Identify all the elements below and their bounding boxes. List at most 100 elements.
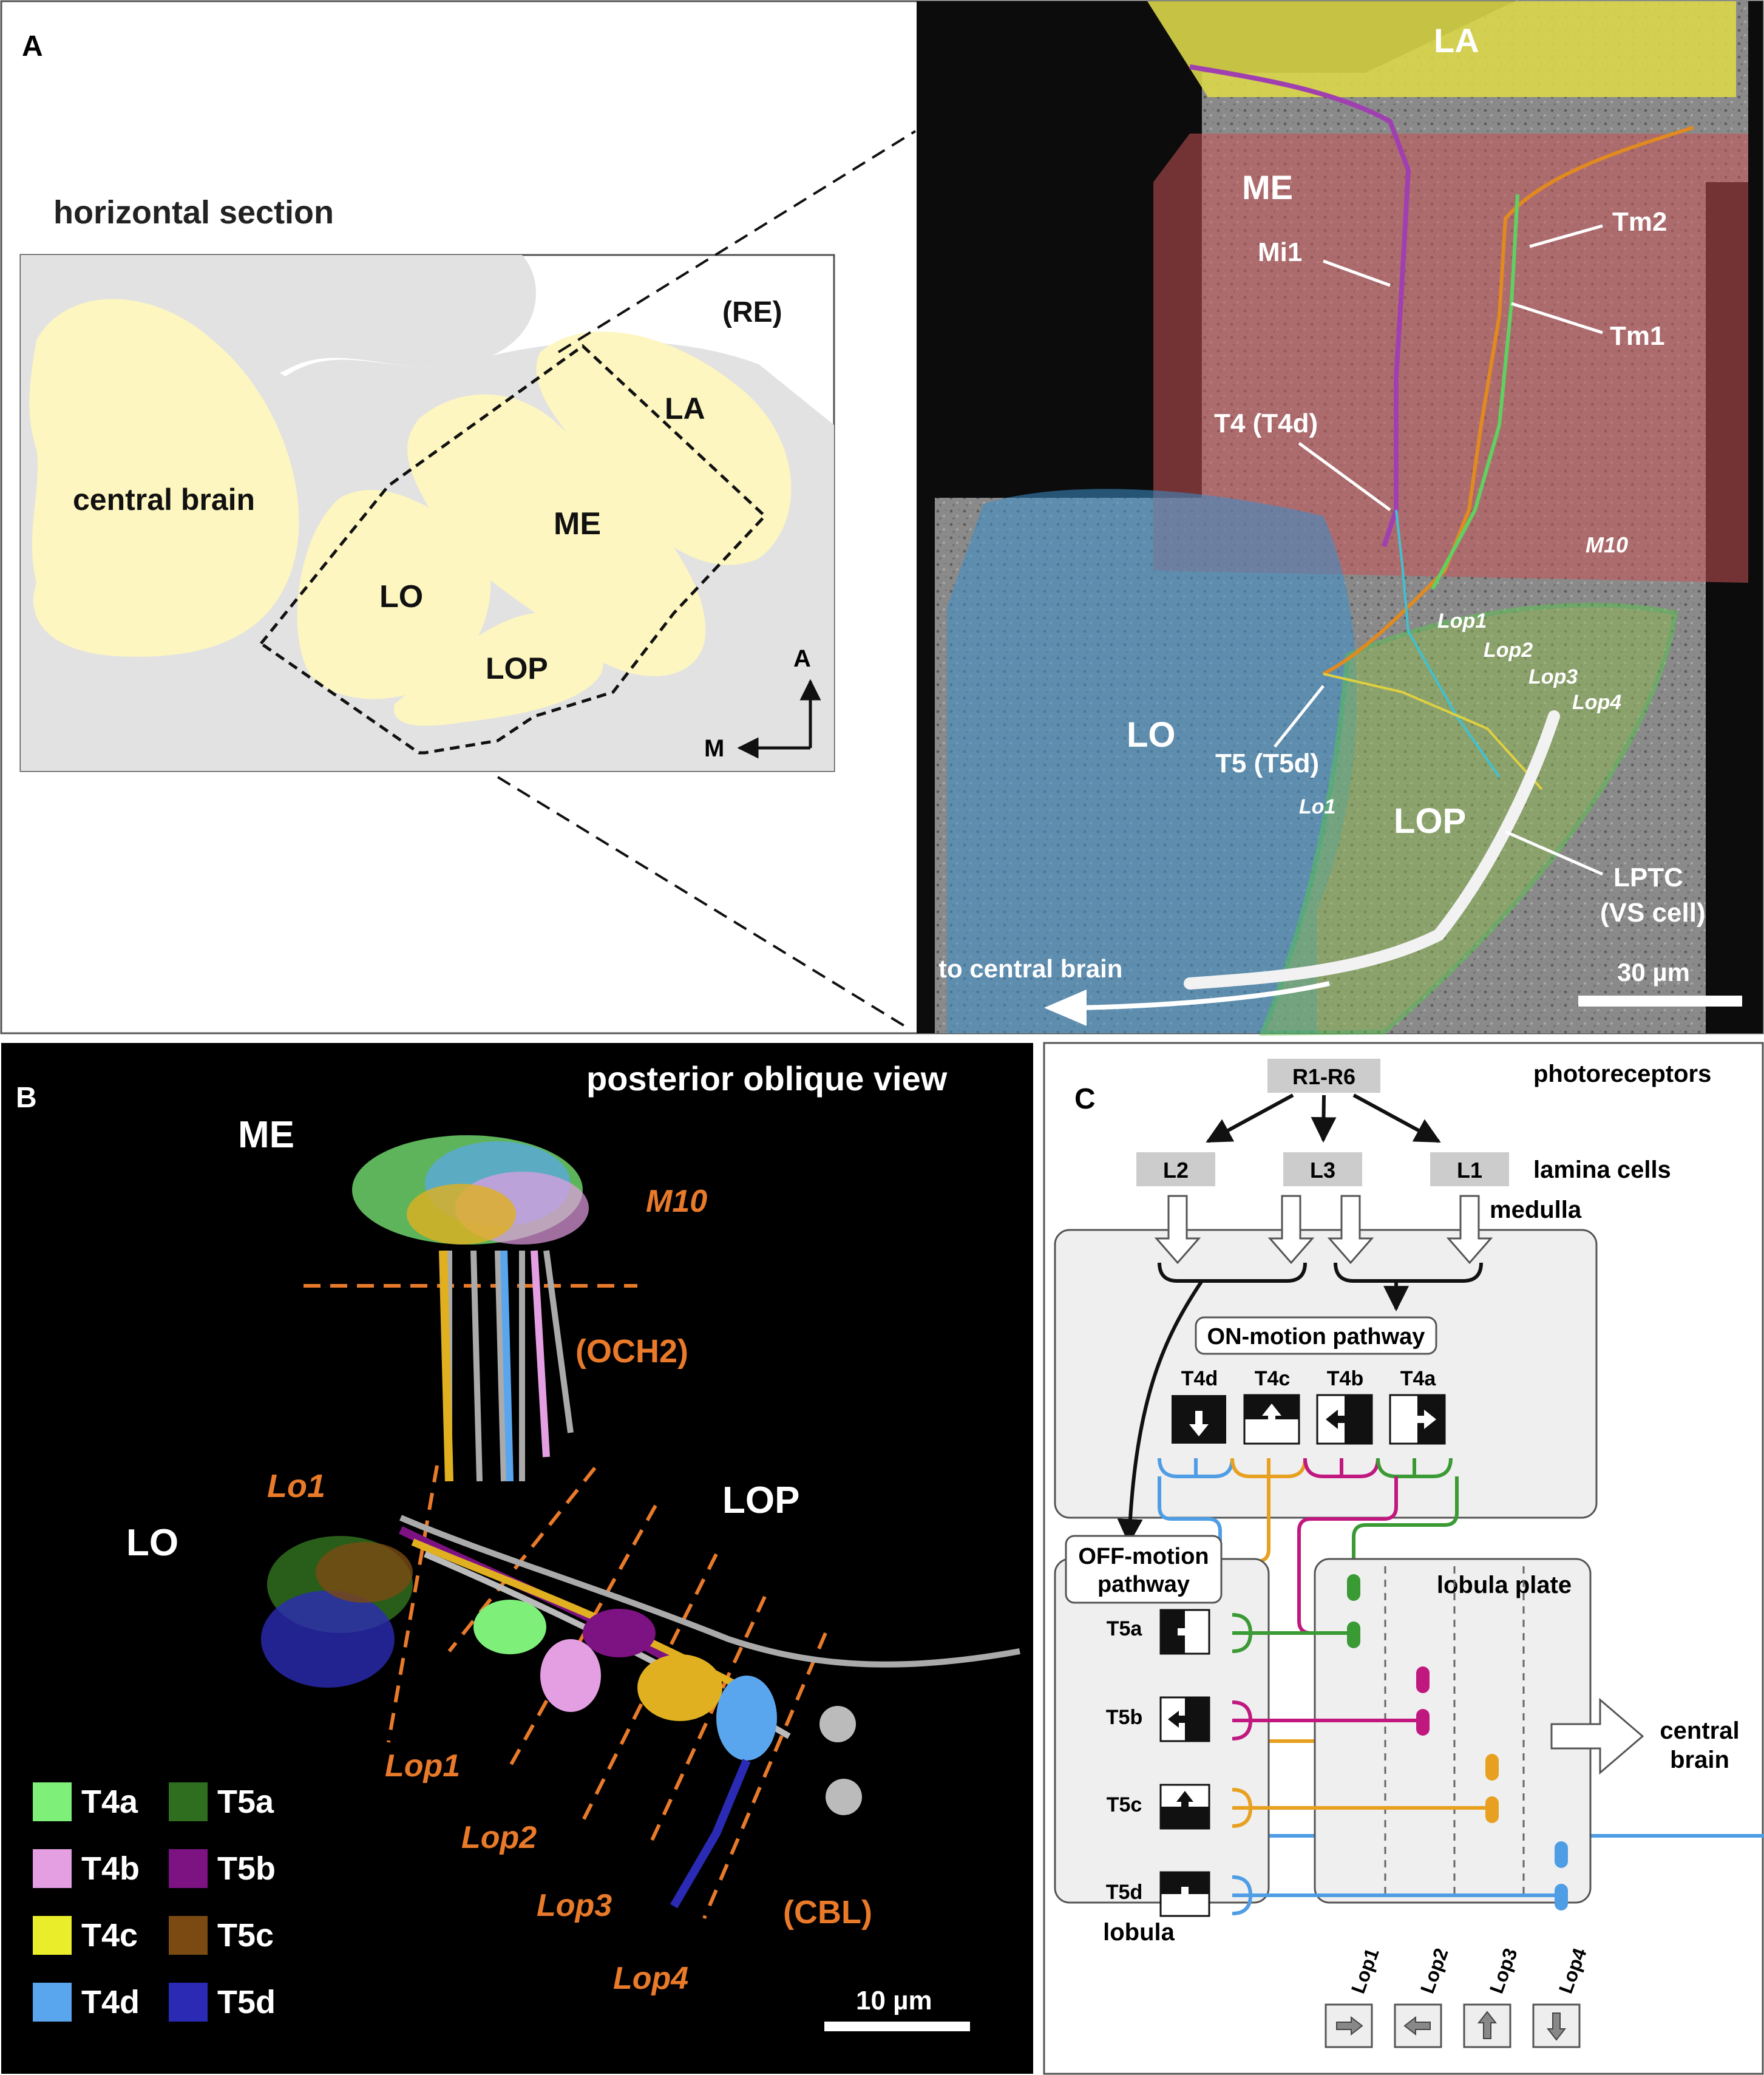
b-cbl-label: (CBL) [783, 1894, 872, 1931]
em-lo-label: LO [1127, 715, 1176, 755]
on-pathway-box [1195, 1316, 1437, 1355]
central-label: central [1660, 1717, 1739, 1744]
photoreceptors-label: photoreceptors [1533, 1061, 1711, 1087]
legend: T4a T5a T4b T5b T4c T5c T4d T5d [33, 1782, 276, 2022]
legend-swatch [169, 1916, 208, 1955]
panel-a: A horizontal section central brain (RE) … [0, 0, 1764, 1036]
zoom-line [497, 776, 912, 1031]
lptc-pointer [1504, 830, 1604, 876]
em-la-label: LA [1434, 21, 1479, 59]
tm2-label: Tm2 [1612, 207, 1667, 237]
l1-box [1430, 1152, 1509, 1186]
l1-label: L1 [1457, 1158, 1482, 1183]
t4b-axon [1297, 1476, 1463, 1635]
em-me-label: ME [1242, 168, 1293, 206]
t4-neuron [1395, 509, 1501, 778]
brain-label: brain [1670, 1747, 1729, 1773]
t4b-label: T4b [1327, 1367, 1363, 1390]
mi1-neuron [1189, 64, 1411, 548]
tm1-pointer [1511, 302, 1603, 335]
lo-shape [297, 490, 491, 699]
lptc-label: LPTC [1613, 863, 1683, 892]
t5d-label: T5d [1106, 1881, 1142, 1904]
lptc-neuron [1184, 710, 1560, 990]
compass-a: A [793, 645, 811, 672]
b-scale-bar [824, 2022, 970, 2031]
lptc-label-2: (VS cell) [1600, 898, 1706, 928]
t4d-label: T4d [1181, 1367, 1218, 1390]
tm1-neuron [1322, 126, 1694, 676]
central-brain-label: central brain [73, 483, 255, 517]
legend-swatch [33, 1916, 72, 1955]
r1-r6-label: R1-R6 [1292, 1064, 1355, 1089]
neuron-render [261, 1135, 1020, 1909]
t5-axons [1232, 1613, 1561, 1915]
me-region [1153, 134, 1748, 583]
legend-label: T5b [217, 1850, 276, 1887]
lamina-outputs [1154, 1195, 1493, 1265]
on-pathway-label: ON-motion pathway [1207, 1324, 1425, 1350]
b-lop2-label: Lop2 [461, 1820, 537, 1855]
legend-label: T4a [81, 1784, 138, 1820]
l2-label: L2 [1163, 1158, 1189, 1183]
legend-label: T4c [81, 1917, 138, 1954]
t4-label: T4 (T4d) [1214, 409, 1318, 438]
mi1-pointer [1323, 259, 1391, 287]
me-shape [407, 394, 706, 676]
lop-shape [393, 612, 604, 726]
b-lop4-label: Lop4 [613, 1961, 688, 1996]
b-lop1-label: Lop1 [385, 1748, 460, 1784]
legend-label: T4d [81, 1984, 140, 2020]
t4-column-labels: T4d T4c T4b T4a [1181, 1367, 1437, 1390]
lop-label: LOP [486, 651, 548, 685]
t4a-label: T4a [1400, 1367, 1437, 1390]
la-region [1147, 1, 1736, 97]
t5-rows: T5a T5b T5c T5d [1106, 1609, 1210, 1917]
t5-pointer [1274, 685, 1325, 748]
t4-pointer [1298, 441, 1391, 512]
me-label: ME [554, 506, 601, 542]
zoom-line [557, 130, 917, 353]
central-brain-shape [29, 299, 299, 657]
lobula-plate-box [1314, 1558, 1592, 1904]
medulla-box [1054, 1229, 1598, 1519]
central-brain-output-arrow [1550, 1697, 1644, 1775]
panel-a-letter: A [22, 30, 43, 63]
t5a-label: T5a [1107, 1617, 1143, 1640]
legend-swatch [33, 1849, 72, 1888]
panel-b-letter: B [16, 1082, 37, 1114]
legend-label: T5c [217, 1917, 274, 1954]
b-m10-label: M10 [646, 1184, 707, 1219]
tm2-neuron [1431, 194, 1519, 590]
b-scale-label: 10 µm [856, 1986, 932, 2016]
off-pathway-box [1065, 1535, 1223, 1604]
legend-swatch [169, 1782, 208, 1821]
lop-region [1259, 602, 1678, 1036]
panel-b-title: posterior oblique view [586, 1059, 948, 1098]
b-lo-label: LO [126, 1522, 178, 1564]
em-lop2: Lop2 [1484, 639, 1533, 662]
em-lop1: Lop1 [1437, 610, 1487, 633]
em-lop3: Lop3 [1528, 665, 1578, 688]
em-lo1: Lo1 [1299, 795, 1335, 818]
panel-b: B posterior oblique view ME M10 (OCH2) L… [1, 1043, 1033, 2074]
t5-neuron [1323, 673, 1543, 790]
l2-box [1136, 1152, 1215, 1186]
b-lop-label: LOP [722, 1479, 799, 1521]
b-och2-label: (OCH2) [575, 1333, 688, 1370]
central-brain-arrow-label: to central brain [938, 954, 1122, 983]
b-lop3-label: Lop3 [537, 1888, 612, 1923]
t4a-axon [1352, 1476, 1459, 1574]
panel-c-letter: C [1074, 1083, 1096, 1115]
b-lo1-label: Lo1 [267, 1468, 325, 1504]
tm1-label: Tm1 [1610, 321, 1664, 351]
em-scale-bar [1578, 996, 1742, 1007]
lop-layer-dividers [1384, 1566, 1525, 1897]
em-scale-label: 30 µm [1617, 958, 1690, 987]
off-pathway-label-2: pathway [1097, 1572, 1190, 1597]
em-image: LA ME Mi1 Tm2 Tm1 T4 (T4d) M10 Lop1 Lop2… [917, 0, 1763, 1036]
t5b-label: T5b [1106, 1706, 1142, 1729]
t4c-label: T4c [1255, 1367, 1291, 1390]
lamina-label: lamina cells [1533, 1156, 1671, 1183]
